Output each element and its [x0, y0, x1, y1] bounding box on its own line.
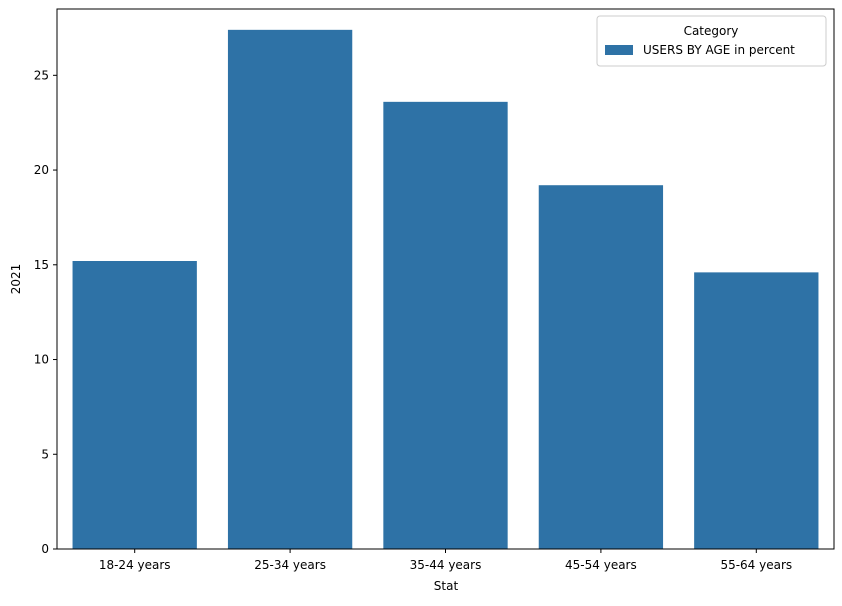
y-axis-label: 2021	[9, 264, 23, 295]
legend-title: Category	[684, 24, 739, 38]
bar-35-44-years	[383, 101, 508, 549]
legend-frame	[596, 15, 827, 67]
bar-55-64-years	[694, 272, 819, 549]
x-tick-label: 25-34 years	[254, 558, 326, 572]
y-tick-label: 0	[41, 542, 49, 556]
x-tick-label: 35-44 years	[410, 558, 482, 572]
legend: Category USERS BY AGE in percent	[596, 15, 827, 67]
legend-series-label: USERS BY AGE in percent	[643, 43, 795, 57]
legend-swatch	[605, 45, 633, 55]
bar-25-34-years	[227, 29, 353, 549]
y-tick-label: 10	[34, 353, 49, 367]
x-tick-label: 55-64 years	[720, 558, 792, 572]
bar-18-24-years	[72, 261, 197, 549]
x-tick-label: 45-54 years	[565, 558, 637, 572]
bar-45-54-years	[538, 185, 664, 549]
x-axis-label: Stat	[434, 579, 459, 593]
y-tick-label: 5	[41, 447, 49, 461]
axes-layer: 18-24 years 25-34 years 35-44 years 45-54 y…	[34, 8, 835, 572]
plot-frame	[56, 8, 835, 550]
y-tick-label: 20	[34, 163, 49, 177]
y-tick-label: 25	[34, 68, 49, 82]
bars-layer	[72, 29, 819, 549]
y-tick-label: 15	[34, 258, 49, 272]
x-tick-label: 18-24 years	[99, 558, 171, 572]
